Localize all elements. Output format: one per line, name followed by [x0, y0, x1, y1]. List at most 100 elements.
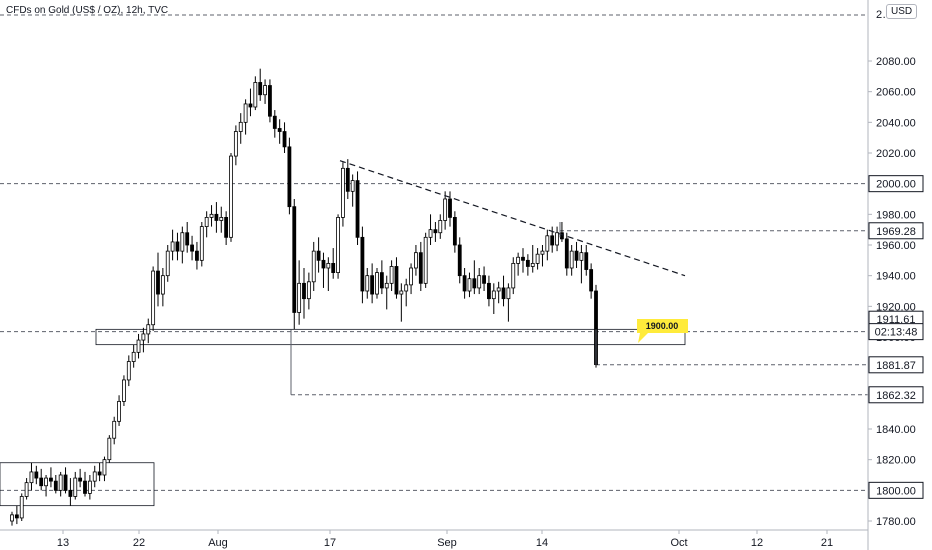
candle: [199, 222, 204, 267]
candle-up: [326, 262, 331, 269]
x-axis[interactable]: 13 22 Aug 17 Sep 14 Oct 12 21: [0, 529, 868, 549]
price-label: 1800.00: [868, 481, 924, 499]
candle: [92, 465, 97, 488]
candle: [452, 211, 457, 253]
candle: [409, 263, 413, 295]
candle: [579, 245, 584, 284]
trendline: [339, 160, 686, 277]
candle-up: [199, 226, 204, 261]
candle-up: [443, 198, 448, 221]
candle: [350, 174, 355, 207]
callouts: 1900.00: [637, 319, 688, 343]
candle: [229, 153, 233, 242]
y-tick-label: 1920.00: [876, 301, 916, 313]
candle: [34, 465, 39, 485]
candle: [282, 122, 287, 153]
price-label: 2000.00: [868, 175, 924, 193]
candle-down: [63, 474, 68, 491]
candle-down: [302, 282, 306, 300]
candle: [122, 375, 126, 406]
candle-up: [122, 379, 126, 402]
candle: [399, 283, 404, 322]
candle-up: [414, 252, 418, 269]
candle-down: [49, 477, 53, 482]
candle: [316, 237, 321, 273]
candle-up: [579, 252, 584, 261]
currency-button[interactable]: USD: [886, 4, 918, 19]
candle: [78, 468, 83, 488]
support-zone-upper: [95, 328, 686, 346]
y-tick-label: 1980.00: [876, 209, 916, 221]
candle: [243, 99, 248, 135]
candle: [428, 214, 433, 245]
candle-down: [282, 131, 287, 148]
candle-down: [195, 250, 199, 261]
candle: [345, 159, 350, 199]
price-label-box: [868, 222, 924, 240]
candle: [418, 241, 423, 291]
candle-down: [448, 198, 452, 218]
candle: [277, 119, 282, 144]
candle-down: [360, 236, 365, 292]
candle: [165, 245, 170, 282]
candle-up: [399, 290, 404, 295]
candle: [321, 252, 326, 288]
candle-down: [175, 241, 180, 252]
price-label-box: [868, 356, 924, 374]
x-tick-label: 13: [57, 537, 69, 549]
candle: [83, 471, 87, 497]
candle-down: [214, 213, 219, 221]
candle: [438, 214, 443, 239]
candle: [170, 229, 175, 261]
candle-up: [511, 262, 516, 289]
price-label-box: [868, 323, 924, 341]
candle: [14, 505, 19, 525]
candle-up: [297, 282, 302, 313]
candle: [341, 162, 345, 227]
candle-up: [112, 420, 117, 439]
candle-down: [292, 206, 297, 313]
y-tick-label: 1780.00: [876, 516, 916, 528]
candle: [160, 268, 165, 307]
candle-up: [107, 437, 112, 461]
candle-down: [584, 252, 589, 270]
candle: [287, 137, 292, 215]
candle: [136, 333, 141, 359]
candle: [462, 268, 467, 299]
candle: [224, 211, 229, 245]
candle: [414, 245, 418, 276]
candle-down: [379, 272, 384, 289]
candle: [209, 205, 214, 227]
candle: [49, 467, 53, 488]
candle-up: [146, 324, 151, 335]
candle-down: [550, 235, 555, 246]
candle: [146, 318, 151, 344]
candle: [268, 79, 272, 123]
candle: [272, 110, 277, 138]
candle-up: [467, 278, 472, 292]
candle-up: [141, 333, 146, 341]
candle-up: [423, 236, 428, 284]
candle: [423, 232, 428, 288]
candle-up: [253, 82, 258, 108]
candle-down: [68, 489, 73, 497]
candle: [394, 257, 399, 299]
chart-title: CFDs on Gold (US$ / OZ), 12h, TVC: [6, 5, 169, 16]
candle-down: [574, 250, 579, 261]
candle: [360, 226, 365, 304]
candle: [521, 248, 525, 273]
price-label-text: 02:13:48: [875, 327, 918, 339]
candle: [131, 344, 136, 368]
y-axis[interactable]: 1780.001800.001820.001840.001860.001880.…: [867, 0, 916, 550]
candle-up: [136, 339, 141, 353]
candle: [496, 281, 501, 304]
candle-up: [73, 477, 78, 497]
candle-up: [19, 496, 24, 519]
price-label-box: [868, 175, 924, 193]
candle-down: [14, 514, 19, 519]
candle: [574, 241, 579, 268]
price-label-box: [868, 386, 924, 404]
candle: [433, 222, 438, 242]
candle: [331, 248, 336, 279]
